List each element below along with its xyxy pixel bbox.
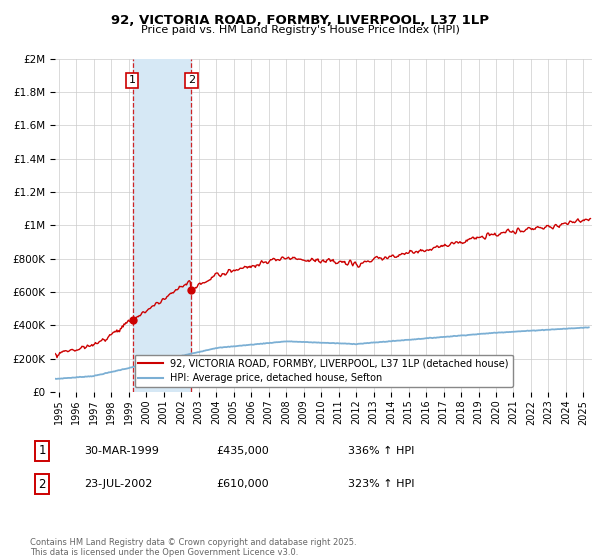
Text: 323% ↑ HPI: 323% ↑ HPI: [348, 479, 415, 489]
Text: Contains HM Land Registry data © Crown copyright and database right 2025.
This d: Contains HM Land Registry data © Crown c…: [30, 538, 356, 557]
Text: 92, VICTORIA ROAD, FORMBY, LIVERPOOL, L37 1LP: 92, VICTORIA ROAD, FORMBY, LIVERPOOL, L3…: [111, 14, 489, 27]
Text: £610,000: £610,000: [216, 479, 269, 489]
Text: 2: 2: [38, 478, 46, 491]
Bar: [133, 59, 191, 392]
Text: 1: 1: [128, 76, 136, 86]
Text: 30-MAR-1999: 30-MAR-1999: [84, 446, 159, 456]
Text: 336% ↑ HPI: 336% ↑ HPI: [348, 446, 415, 456]
Text: £435,000: £435,000: [216, 446, 269, 456]
Text: 1: 1: [38, 444, 46, 458]
Text: 2: 2: [188, 76, 195, 86]
Text: 23-JUL-2002: 23-JUL-2002: [84, 479, 152, 489]
Text: Price paid vs. HM Land Registry's House Price Index (HPI): Price paid vs. HM Land Registry's House …: [140, 25, 460, 35]
Legend: 92, VICTORIA ROAD, FORMBY, LIVERPOOL, L37 1LP (detached house), HPI: Average pri: 92, VICTORIA ROAD, FORMBY, LIVERPOOL, L3…: [134, 354, 513, 387]
